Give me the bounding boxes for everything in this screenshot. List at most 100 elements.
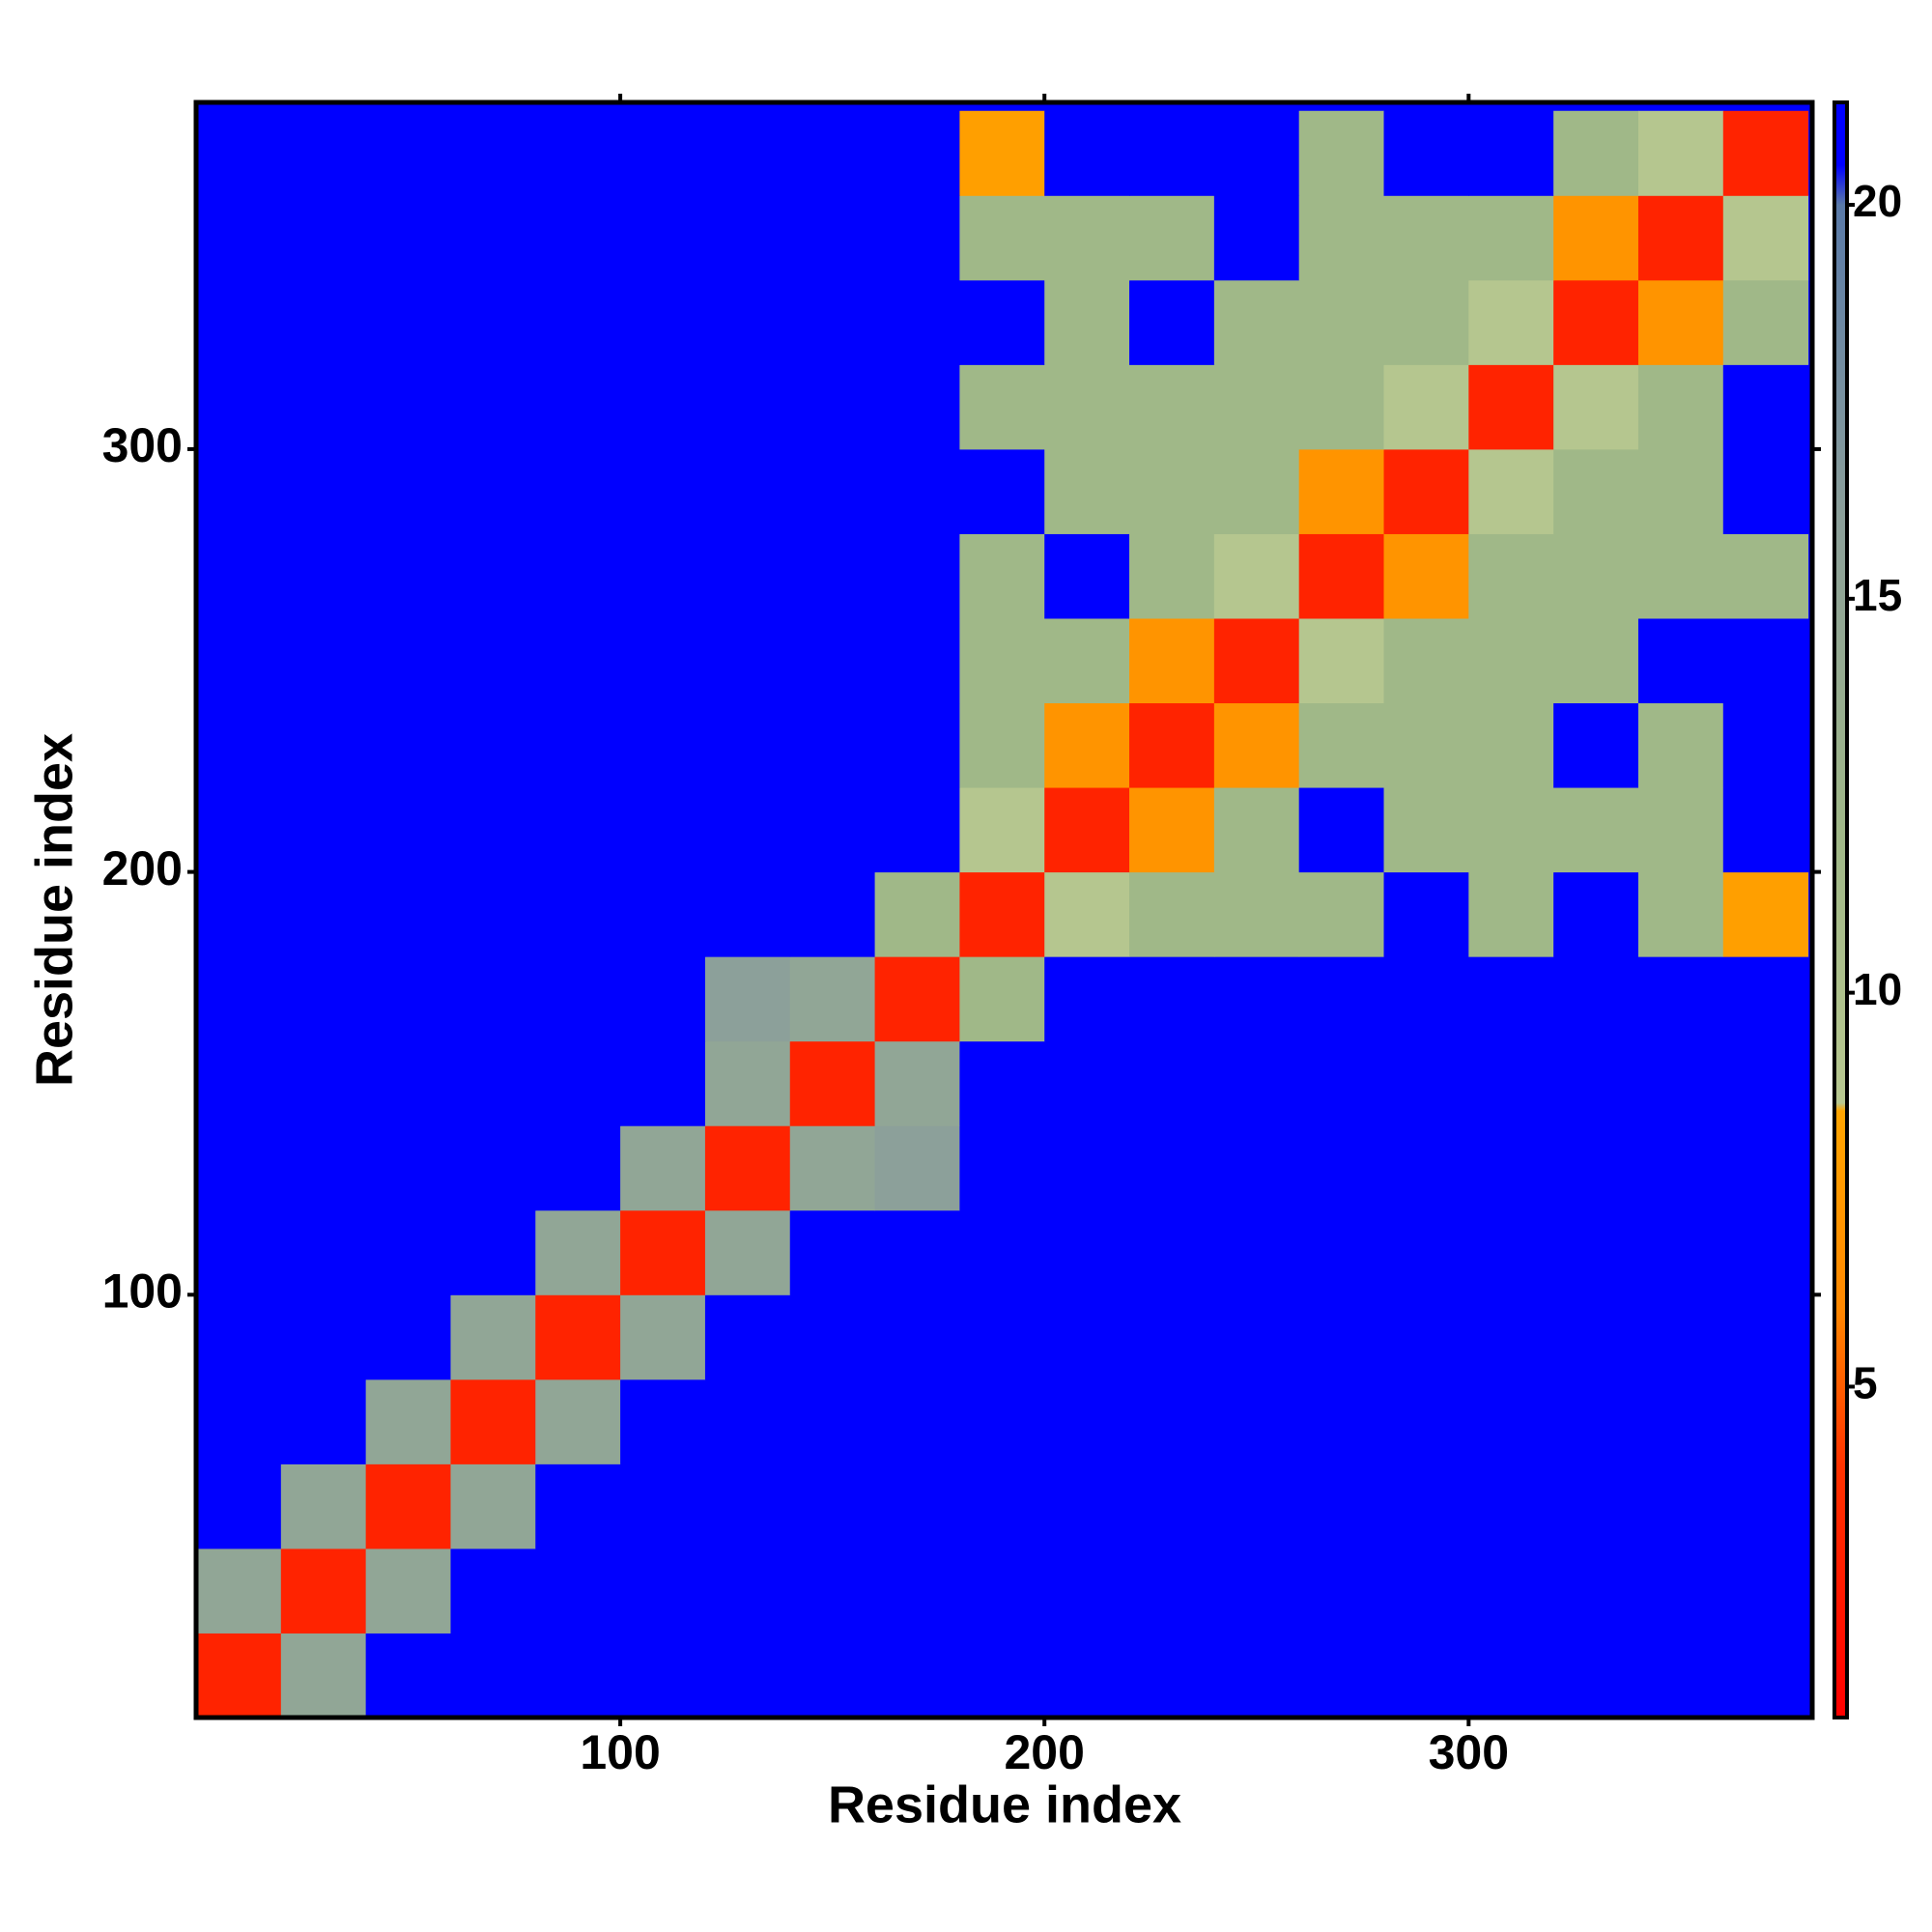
heatmap-cell [280,364,367,450]
heatmap-cell [450,787,536,873]
heatmap-cell [959,1125,1045,1211]
heatmap-cell [1044,871,1130,957]
heatmap-cell [1553,1125,1639,1211]
heatmap-cell [704,1125,791,1211]
colorbar-tick-label: 10 [1853,964,1902,1014]
heatmap-cell [1298,1378,1385,1464]
heatmap-cell [959,1463,1045,1549]
heatmap-cell [789,617,876,704]
heatmap-cell [1129,871,1215,957]
heatmap-cell [535,1548,621,1634]
heatmap-cell [789,787,876,873]
heatmap-cell [704,617,791,704]
heatmap-cell [280,1633,367,1718]
heatmap-cell [1044,110,1130,196]
heatmap-cell [1383,702,1469,788]
heatmap-cell [874,110,960,196]
heatmap-cell [1129,1209,1215,1295]
heatmap-cell [1213,364,1300,450]
y-tick-label: 100 [102,1264,183,1319]
heatmap-cell [1383,1209,1469,1295]
heatmap-cell [196,1633,282,1718]
heatmap-cell [1553,702,1639,788]
heatmap-cell [704,533,791,619]
heatmap-cell [196,448,282,534]
heatmap-cell [620,1633,706,1718]
heatmap-cell [959,787,1045,873]
heatmap-cell [1044,956,1130,1042]
heatmap-cell [959,195,1045,281]
heatmap-cell [1553,1209,1639,1295]
heatmap-cell [1129,1040,1215,1126]
heatmap-cell [1383,1294,1469,1380]
y-axis-title: Residue index [25,733,83,1087]
heatmap-cell [789,364,876,450]
heatmap-cell [280,787,367,873]
heatmap-cell [1637,195,1724,281]
heatmap-cell [789,448,876,534]
heatmap-cell [365,956,451,1042]
heatmap-cell [1044,364,1130,450]
heatmap-cell [704,1633,791,1718]
heatmap-cell [1553,1633,1639,1718]
heatmap-cell [1044,448,1130,534]
heatmap-cell [1298,533,1385,619]
heatmap-cell [280,617,367,704]
heatmap-cell [620,871,706,957]
heatmap-cell [959,1040,1045,1126]
heatmap-cell [196,1125,282,1211]
heatmap-cell [1383,1463,1469,1549]
heatmap-cell [1213,1633,1300,1718]
heatmap-cell [1637,787,1724,873]
heatmap-cell [1213,1378,1300,1464]
heatmap-cell [196,702,282,788]
heatmap-cell [874,702,960,788]
heatmap-cell [620,1125,706,1211]
heatmap-cell [1383,1378,1469,1464]
heatmap-cell [280,1209,367,1295]
heatmap-cell [620,1463,706,1549]
heatmap-cell [704,871,791,957]
plot-frame [193,99,1815,1720]
heatmap-cell [1468,787,1554,873]
heatmap-cell [1468,956,1554,1042]
heatmap-cell [1213,1125,1300,1211]
heatmap-cell [1129,1548,1215,1634]
heatmap-cell [1637,448,1724,534]
heatmap-cell [1722,448,1809,534]
heatmap-cell [1213,448,1300,534]
heatmap-cell [1553,279,1639,365]
heatmap-cell [1213,110,1300,196]
heatmap-cell [1637,1463,1724,1549]
heatmap-cell [620,279,706,365]
heatmap-cell [365,1294,451,1380]
heatmap-cell [450,1294,536,1380]
heatmap-cell [1722,787,1809,873]
heatmap-cell [704,702,791,788]
heatmap-cell [959,448,1045,534]
heatmap-cell [196,1294,282,1380]
heatmap-cell [1722,533,1809,619]
heatmap-cell [535,279,621,365]
heatmap-cell [1383,1548,1469,1634]
heatmap-cell [1722,110,1809,196]
heatmap-cell [959,1633,1045,1718]
axes: 100 200 300 100 200 300 5 10 15 20 [102,94,1902,1779]
heatmap-cell [620,195,706,281]
heatmap-cell [874,1548,960,1634]
heatmap-cell [874,1633,960,1718]
heatmap-cell [1468,448,1554,534]
heatmap-cell [196,617,282,704]
heatmap-cell [1129,533,1215,619]
heatmap-cell [1213,279,1300,365]
heatmap-cell [450,617,536,704]
heatmap-cell [704,1040,791,1126]
heatmap-cell [1129,448,1215,534]
heatmap-cell [704,1378,791,1464]
heatmap-cell [365,871,451,957]
heatmap-cell [365,533,451,619]
heatmap-cell [1129,702,1215,788]
heatmap-cell [1129,364,1215,450]
heatmap-cell [1044,617,1130,704]
x-tick-label: 200 [1004,1725,1084,1779]
